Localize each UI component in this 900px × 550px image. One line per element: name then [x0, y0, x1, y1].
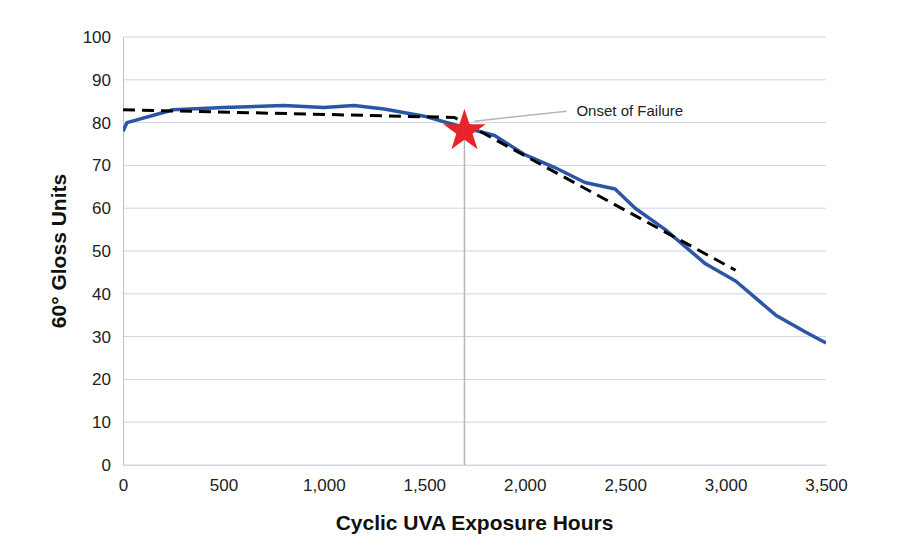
tick: 40	[92, 285, 123, 304]
tick: 70	[92, 156, 123, 175]
tick-label: 2,500	[604, 476, 647, 495]
axis-line	[124, 465, 827, 466]
tick-label: 90	[92, 71, 111, 90]
tick-label: 60	[92, 199, 111, 218]
tick-label: 70	[92, 156, 111, 175]
grid-line	[123, 293, 826, 294]
grid-line	[123, 79, 826, 80]
tick-label: 0	[102, 456, 111, 475]
grid-line	[123, 122, 826, 123]
tick-label: 3,500	[805, 476, 848, 495]
trend-line	[123, 110, 736, 271]
series-group	[123, 105, 826, 343]
tick: 0	[102, 456, 123, 475]
grid-line	[123, 208, 826, 209]
tick: 2,500	[604, 465, 647, 495]
annotation-label: Onset of Failure	[576, 102, 683, 119]
tick: 20	[92, 370, 123, 389]
tick: 2,000	[504, 465, 547, 495]
tick: 30	[92, 328, 123, 347]
tick-label: 0	[119, 476, 128, 495]
tick-label: 2,000	[504, 476, 547, 495]
y-axis-title: 60° Gloss Units	[47, 174, 70, 328]
x-axis: 0 500 1,000 1,500 2,000 2,500 3,000 3,500	[119, 465, 848, 495]
annotation-drop-line	[464, 131, 466, 465]
tick-label: 20	[92, 370, 111, 389]
grid-line	[123, 336, 826, 337]
tick-label: 50	[92, 242, 111, 261]
tick-label: 40	[92, 285, 111, 304]
annotation-guides	[464, 131, 465, 465]
tick: 1,000	[303, 465, 346, 495]
tick: 0	[119, 465, 128, 495]
grid-line	[123, 37, 826, 38]
annotation-markers	[443, 109, 485, 149]
grid-line	[123, 465, 826, 466]
tick-label: 500	[210, 476, 238, 495]
tick-label: 80	[92, 114, 111, 133]
annotation-marker	[443, 109, 485, 149]
annotation-leader	[474, 111, 566, 121]
y-axis: 0 10 20 30 40 50 60 70 80 90 100	[83, 28, 124, 475]
tick: 100	[83, 28, 123, 47]
tick-label: 1,000	[303, 476, 346, 495]
x-axis-title: Cyclic UVA Exposure Hours	[336, 511, 614, 534]
tick: 60	[92, 199, 123, 218]
grid-line	[123, 379, 826, 380]
tick: 50	[92, 242, 123, 261]
tick-label: 1,500	[404, 476, 447, 495]
tick-label: 100	[83, 28, 111, 47]
tick: 10	[92, 413, 123, 432]
chart: 0 10 20 30 40 50 60 70 80 90 100 0 500 1,000 1,500 2,00…	[0, 0, 900, 550]
tick: 3,500	[805, 465, 848, 495]
tick-label: 30	[92, 328, 111, 347]
annotation-texts: Onset of Failure	[474, 102, 683, 121]
grid	[123, 37, 826, 465]
tick-label: 3,000	[705, 476, 748, 495]
axis-line	[123, 38, 124, 466]
tick: 1,500	[404, 465, 447, 495]
grid-line	[123, 165, 826, 166]
tick: 90	[92, 71, 123, 90]
plot: 0 10 20 30 40 50 60 70 80 90 100 0 500 1,000 1,500 2,00…	[83, 28, 848, 495]
tick-label: 10	[92, 413, 111, 432]
grid-line	[123, 251, 826, 252]
tick: 3,000	[705, 465, 748, 495]
data-line	[123, 105, 826, 343]
tick: 500	[210, 465, 238, 495]
tick: 80	[92, 114, 123, 133]
grid-line	[123, 422, 826, 423]
